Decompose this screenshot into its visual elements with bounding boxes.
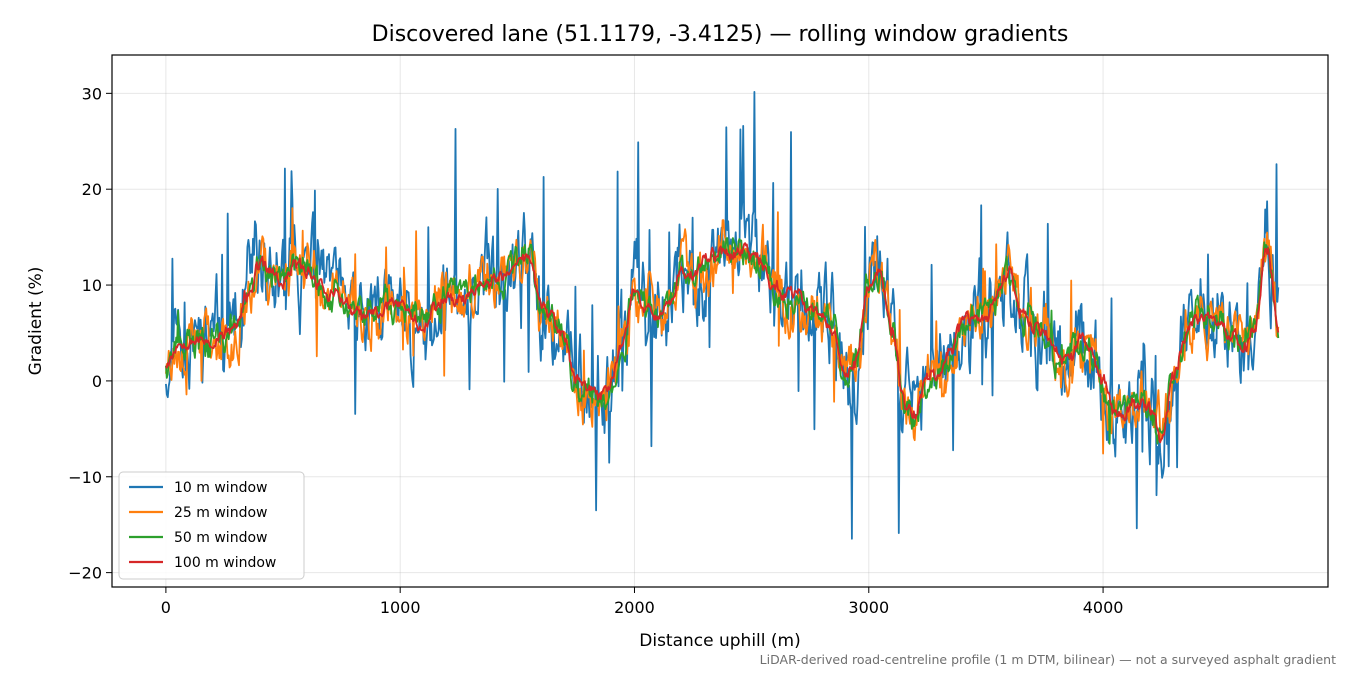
x-tick-label: 3000 bbox=[848, 598, 889, 617]
y-tick-label: −20 bbox=[68, 564, 102, 583]
legend-label-25m: 25 m window bbox=[174, 505, 267, 521]
x-tick-label: 1000 bbox=[380, 598, 421, 617]
series-line-10-m-window bbox=[165, 91, 1280, 540]
legend-label-10m: 10 m window bbox=[174, 480, 267, 496]
y-tick-label: −10 bbox=[68, 468, 102, 487]
y-tick-label: 20 bbox=[82, 180, 102, 199]
x-axis-ticks: 0 1000 2000 3000 4000 bbox=[161, 587, 1124, 617]
gridlines bbox=[112, 55, 1328, 587]
legend-box bbox=[118, 471, 305, 580]
legend-label-50m: 50 m window bbox=[174, 530, 267, 546]
y-axis-label: Gradient (%) bbox=[26, 267, 46, 376]
series-line-25-m-window bbox=[165, 207, 1280, 455]
chart-title: Discovered lane (51.1179, -3.4125) — rol… bbox=[372, 22, 1069, 47]
y-axis-ticks: −20 −10 0 10 20 30 bbox=[68, 84, 112, 583]
legend-label-100m: 100 m window bbox=[174, 555, 276, 571]
y-tick-label: 0 bbox=[92, 372, 102, 391]
y-tick-label: 10 bbox=[82, 276, 102, 295]
x-tick-label: 4000 bbox=[1083, 598, 1124, 617]
x-tick-label: 0 bbox=[161, 598, 171, 617]
y-tick-label: 30 bbox=[82, 84, 102, 103]
series-line-100-m-window bbox=[165, 242, 1280, 444]
footnote: LiDAR-derived road-centreline profile (1… bbox=[760, 652, 1336, 667]
plot-frame bbox=[111, 54, 1329, 588]
legend: 10 m window 25 m window 50 m window 100 … bbox=[118, 471, 305, 580]
series-lines bbox=[165, 91, 1280, 540]
x-axis-label: Distance uphill (m) bbox=[639, 631, 800, 651]
x-tick-label: 2000 bbox=[614, 598, 655, 617]
